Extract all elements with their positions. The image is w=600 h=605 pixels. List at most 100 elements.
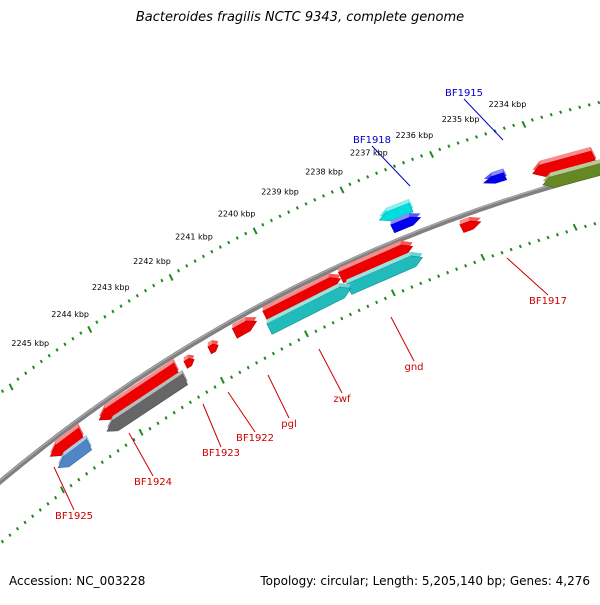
gene-arrow-bf1922-face — [207, 343, 219, 355]
gene-arrow-zwf-bevel — [262, 273, 329, 312]
inner-minor-tick — [271, 351, 275, 356]
outer-minor-tick — [143, 288, 148, 293]
gene-arrow-zwf-band — [266, 283, 352, 335]
outer-major-tick — [168, 273, 174, 281]
outer-minor-tick — [218, 245, 222, 249]
inner-minor-tick — [164, 416, 168, 420]
inner-minor-tick — [401, 289, 405, 293]
gene-arrow-bf1925 — [49, 423, 85, 457]
outer-minor-tick — [287, 210, 291, 214]
gene-label-bf1915: BF1915 — [445, 88, 483, 99]
inner-minor-tick — [340, 316, 344, 321]
outer-minor-tick — [79, 331, 83, 335]
inner-minor-tick — [116, 449, 120, 453]
inner-minor-tick — [491, 254, 495, 258]
leader-zwf — [318, 348, 343, 394]
gene-label-bf1917: BF1917 — [529, 296, 567, 307]
leader-bf1915 — [463, 98, 504, 141]
inner-minor-tick — [410, 285, 414, 289]
outer-minor-tick — [210, 249, 214, 254]
inner-minor-tick — [180, 405, 184, 410]
outer-minor-tick — [244, 231, 248, 236]
outer-minor-tick — [304, 202, 308, 206]
gene-arrow-right-red — [532, 146, 597, 177]
scale-label-2238: 2238 kbp — [305, 167, 343, 176]
outer-major-tick — [8, 383, 14, 391]
gene-arrow-zwf-band-bevel — [266, 283, 340, 324]
inner-minor-tick — [437, 274, 441, 278]
inner-minor-tick — [85, 472, 89, 476]
gene-arrow-bf1915 — [483, 168, 508, 184]
inner-minor-tick — [537, 238, 541, 243]
gene-arrow-bf1924-band-bevel — [112, 369, 183, 421]
inner-minor-tick — [172, 410, 176, 415]
inner-minor-tick — [280, 347, 284, 351]
gene-arrow-bf1922 — [207, 340, 219, 355]
outer-minor-tick — [447, 144, 451, 148]
gene-arrow-right-red-bevel — [539, 146, 591, 165]
inner-minor-tick — [565, 230, 569, 234]
outer-major-tick — [521, 120, 527, 128]
gene-label-bf1925: BF1925 — [55, 511, 93, 522]
accession-text: Accession: NC_003228 — [9, 574, 146, 588]
outer-minor-tick — [152, 283, 156, 288]
inner-minor-tick — [357, 308, 361, 313]
leader-bf1923 — [202, 403, 222, 448]
scale-label-2245: 2245 kbp — [11, 339, 49, 348]
inner-minor-tick — [500, 250, 504, 255]
inner-minor-tick — [229, 375, 234, 380]
inner-major-tick — [59, 486, 65, 494]
inner-minor-tick — [555, 232, 559, 237]
outer-minor-tick — [587, 103, 591, 107]
outer-minor-tick — [438, 147, 442, 152]
gene-arrow-bf1924-bevel — [104, 358, 174, 409]
scale-labels: 2234 kbp 2235 kbp 2236 kbp 2237 kbp 2238 kbp… — [11, 100, 526, 348]
outer-minor-tick — [47, 353, 51, 358]
inner-minor-tick — [428, 277, 432, 282]
gene-arrow-bf1923-bevel — [183, 354, 189, 362]
scale-label-2235: 2235 kbp — [442, 115, 480, 124]
inner-minor-tick — [38, 508, 42, 512]
scale-label-2242: 2242 kbp — [133, 257, 171, 266]
gene-arrow-bf1923-face — [183, 358, 195, 369]
outer-minor-tick — [597, 100, 600, 105]
gene-label-bf1918: BF1918 — [353, 135, 391, 146]
inner-minor-tick — [331, 320, 335, 325]
inner-minor-tick — [8, 533, 12, 537]
gene-arrow-bf1918 — [378, 198, 414, 222]
outer-minor-tick — [502, 126, 506, 130]
inner-minor-tick — [255, 361, 259, 365]
inner-minor-tick — [314, 329, 318, 334]
scale-label-2240: 2240 kbp — [218, 209, 256, 218]
map-title: Bacteroides fragilis NCTC 9343, complete… — [135, 10, 465, 25]
inner-minor-tick — [583, 224, 588, 229]
outer-minor-tick — [295, 206, 299, 210]
outer-minor-tick — [456, 141, 460, 145]
inner-minor-tick — [322, 325, 327, 329]
outer-minor-tick — [330, 190, 334, 194]
outer-minor-tick — [410, 157, 415, 162]
outer-minor-tick — [235, 236, 239, 240]
scale-label-2236: 2236 kbp — [396, 131, 434, 140]
outer-minor-tick — [31, 365, 36, 370]
inner-minor-tick — [148, 426, 152, 431]
inner-minor-tick — [455, 267, 459, 271]
gene-arrow-bf1917-bevel — [459, 217, 470, 225]
outer-minor-tick — [559, 110, 563, 114]
gene-arrow-bf1923 — [183, 354, 195, 369]
outer-minor-tick — [578, 105, 582, 110]
inner-major-tick — [304, 330, 309, 338]
inner-minor-tick — [69, 483, 73, 488]
outer-minor-tick — [16, 377, 20, 381]
inner-minor-tick — [348, 312, 352, 317]
gene-arrow-pgl — [231, 317, 258, 339]
scale-label-2244: 2244 kbp — [51, 310, 89, 319]
inner-major-tick — [480, 253, 486, 261]
inner-minor-tick — [238, 370, 242, 375]
outer-minor-tick — [55, 348, 59, 352]
inner-minor-tick — [288, 342, 292, 347]
gene-arrow-pgl-bevel — [232, 317, 246, 329]
gene-label-pgl: pgl — [281, 419, 296, 430]
